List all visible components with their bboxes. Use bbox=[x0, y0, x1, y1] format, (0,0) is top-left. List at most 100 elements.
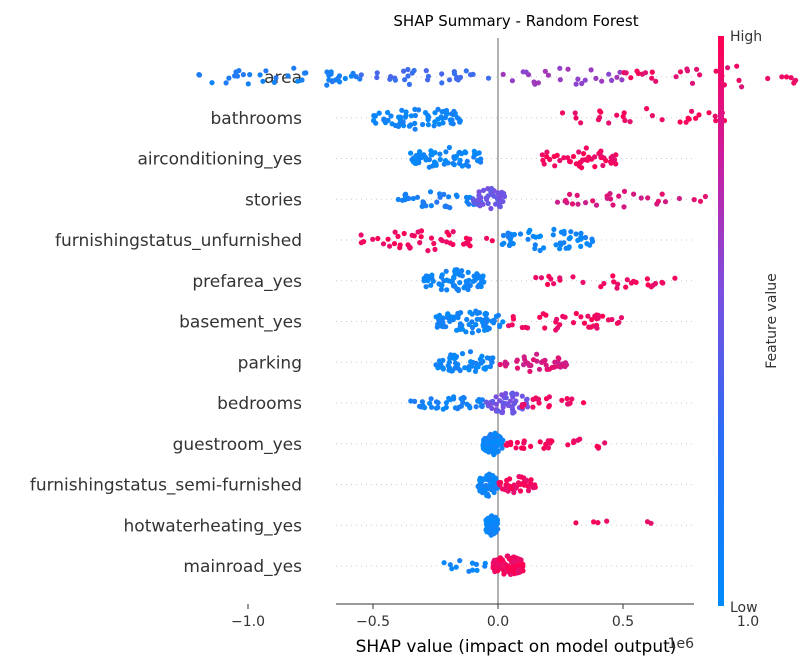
shap-point bbox=[500, 404, 506, 410]
shap-point bbox=[405, 66, 411, 73]
shap-point bbox=[475, 158, 481, 164]
shap-point bbox=[503, 486, 509, 492]
shap-point bbox=[474, 567, 480, 574]
shap-point bbox=[546, 394, 553, 400]
shap-point bbox=[412, 398, 418, 404]
shap-point bbox=[552, 163, 558, 169]
shap-points bbox=[196, 63, 799, 578]
shap-point bbox=[412, 126, 418, 132]
shap-point bbox=[421, 278, 427, 284]
shap-point bbox=[446, 278, 452, 284]
shap-point bbox=[505, 563, 511, 569]
shap-point bbox=[575, 237, 581, 243]
shap-point bbox=[488, 481, 494, 487]
shap-point bbox=[479, 403, 485, 410]
shap-point bbox=[382, 117, 388, 123]
shap-point bbox=[374, 70, 380, 76]
shap-point bbox=[446, 232, 452, 238]
shap-point bbox=[540, 359, 547, 365]
shap-point bbox=[516, 474, 522, 480]
x-tick-label: 0.5 bbox=[612, 614, 634, 630]
shap-point bbox=[689, 108, 695, 114]
shap-point bbox=[435, 404, 441, 410]
shap-point bbox=[453, 76, 460, 82]
shap-point bbox=[592, 154, 598, 160]
shap-point bbox=[439, 109, 445, 115]
shap-point bbox=[475, 284, 481, 290]
shap-point bbox=[563, 197, 569, 203]
shap-point bbox=[452, 283, 458, 289]
x-tick-label: 1.0 bbox=[737, 614, 759, 630]
shap-point bbox=[500, 232, 507, 239]
shap-point bbox=[358, 232, 364, 238]
shap-point bbox=[576, 149, 582, 155]
shap-point bbox=[445, 311, 451, 317]
shap-point bbox=[385, 109, 391, 116]
shap-point bbox=[226, 75, 232, 81]
shap-point bbox=[451, 71, 458, 77]
shap-point bbox=[263, 68, 269, 74]
shap-point bbox=[550, 232, 556, 238]
shap-point bbox=[483, 319, 489, 325]
shap-point bbox=[521, 482, 527, 488]
shap-point bbox=[520, 561, 526, 567]
shap-point bbox=[476, 150, 482, 156]
shap-point bbox=[453, 564, 459, 570]
shap-point bbox=[512, 564, 518, 570]
shap-point bbox=[544, 154, 550, 160]
shap-point bbox=[537, 439, 543, 445]
shap-point bbox=[539, 152, 545, 158]
shap-point bbox=[558, 242, 564, 248]
feature-label-guestroom-yes: guestroom_yes bbox=[173, 435, 303, 455]
shap-point bbox=[439, 71, 445, 77]
shap-point bbox=[551, 226, 557, 232]
shap-point bbox=[788, 75, 794, 81]
shap-point bbox=[466, 201, 472, 207]
shap-point bbox=[438, 114, 444, 120]
shap-point bbox=[463, 150, 469, 156]
shap-point bbox=[480, 187, 487, 193]
shap-point bbox=[483, 315, 489, 321]
shap-point bbox=[607, 191, 613, 197]
shap-point bbox=[466, 277, 472, 283]
shap-point bbox=[489, 531, 495, 537]
shap-point bbox=[402, 77, 408, 83]
shap-point bbox=[401, 123, 407, 129]
shap-point bbox=[473, 322, 479, 328]
shap-point bbox=[541, 445, 547, 451]
shap-point bbox=[653, 78, 659, 84]
shap-point bbox=[458, 396, 464, 402]
shap-point bbox=[446, 194, 452, 200]
shap-point bbox=[524, 360, 530, 366]
shap-point bbox=[448, 352, 454, 358]
shap-point bbox=[458, 322, 464, 328]
shap-point bbox=[429, 152, 435, 158]
shap-point bbox=[597, 114, 603, 121]
shap-point bbox=[428, 148, 434, 154]
shap-point bbox=[415, 229, 421, 235]
shap-point bbox=[553, 242, 559, 248]
shap-point bbox=[463, 240, 469, 246]
shap-point bbox=[655, 198, 662, 204]
shap-point bbox=[579, 80, 585, 87]
colorbar-high-label: High bbox=[730, 29, 762, 45]
shap-point bbox=[561, 155, 567, 161]
shap-point bbox=[391, 241, 398, 247]
shap-point bbox=[440, 120, 446, 126]
shap-point bbox=[494, 517, 500, 523]
shap-point bbox=[419, 399, 425, 405]
shap-point bbox=[358, 72, 364, 78]
shap-point bbox=[557, 322, 563, 328]
shap-point bbox=[478, 483, 484, 489]
shap-point bbox=[441, 161, 447, 167]
shap-point bbox=[453, 354, 460, 360]
shap-point bbox=[408, 398, 414, 404]
shap-point bbox=[530, 404, 536, 410]
shap-point bbox=[457, 119, 463, 125]
shap-point bbox=[423, 157, 429, 163]
shap-point bbox=[400, 119, 406, 125]
shap-point bbox=[488, 431, 494, 437]
shap-point bbox=[508, 441, 514, 448]
shap-point bbox=[482, 563, 488, 569]
shap-point bbox=[425, 248, 431, 254]
